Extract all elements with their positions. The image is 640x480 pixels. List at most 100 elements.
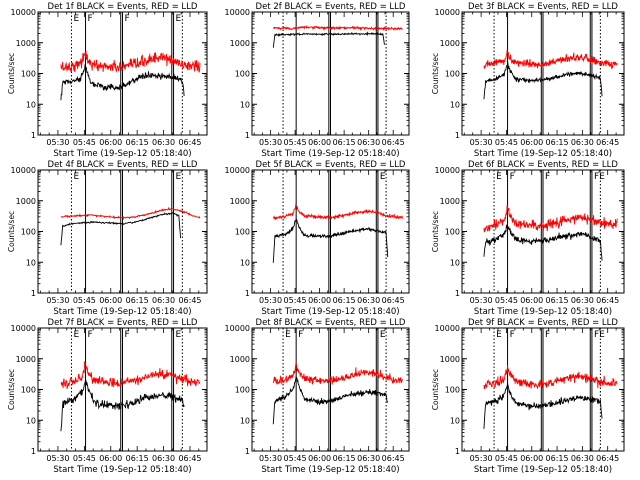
chart-panel-5: Det 5f BLACK = Events, RED = LLD 1 10 100 10… [225, 160, 410, 317]
y-tick-label: 1 [245, 131, 250, 140]
event-marker-label: F [125, 14, 130, 24]
y-axis-label: Counts/sec [431, 53, 440, 94]
chart-panel-2: Det 2f BLACK = Events, RED = LLD 1 10 100 10… [225, 2, 410, 159]
x-tick-label: 06:30 [357, 454, 380, 463]
x-tick-label: 05:30 [470, 454, 493, 463]
y-tick-label: 100 [21, 70, 36, 79]
series-events-line [272, 217, 389, 263]
x-tick-label: 06:45 [382, 454, 405, 463]
x-tick-label: 05:45 [284, 454, 307, 463]
y-tick-label: 1 [245, 447, 250, 456]
chart-title: Det 9f BLACK = Events, RED = LLD [468, 318, 618, 328]
y-tick-label: 10000 [11, 166, 36, 175]
x-axis-label: Start Time (19-Sep-12 05:18:40) [474, 307, 612, 317]
chart-panel-1: Det 1f BLACK = Events, RED = LLD 1 10 100 10… [7, 2, 208, 159]
x-tick-label: 06:00 [99, 296, 122, 305]
event-marker-label: E [73, 14, 79, 24]
x-tick-label: 06:45 [178, 296, 201, 305]
y-tick-label: 10000 [435, 166, 460, 175]
y-tick-label: 1000 [230, 197, 250, 206]
series-events-line [272, 376, 389, 425]
y-tick-label: 1 [245, 289, 250, 298]
x-tick-label: 06:30 [152, 138, 175, 147]
chart-title: Det 3f BLACK = Events, RED = LLD [468, 2, 618, 12]
series-events-line [60, 64, 185, 101]
x-tick-label: 05:30 [46, 138, 69, 147]
y-tick-label: 1 [455, 131, 460, 140]
y-tick-label: 10 [450, 100, 460, 109]
x-tick-label: 05:30 [46, 296, 69, 305]
x-axis-label: Start Time (19-Sep-12 05:18:40) [474, 465, 612, 475]
chart-title: Det 4f BLACK = Events, RED = LLD [48, 160, 198, 170]
x-tick-label: 06:30 [571, 296, 594, 305]
y-tick-label: 10000 [225, 166, 250, 175]
y-tick-label: 10 [240, 258, 250, 267]
y-tick-label: 1000 [16, 355, 36, 364]
y-tick-label: 1 [31, 447, 36, 456]
series-events-line [483, 223, 603, 261]
chart-panel-6: Det 6f BLACK = Events, RED = LLD 1 10 100 10… [431, 160, 625, 317]
event-marker-label: E [496, 330, 502, 340]
x-tick-label: 05:45 [495, 296, 518, 305]
x-tick-label: 06:15 [126, 454, 149, 463]
y-tick-label: 10 [240, 416, 250, 425]
x-tick-label: 06:45 [596, 138, 619, 147]
y-tick-label: 10 [26, 100, 36, 109]
chart-panel-8: Det 8f BLACK = Events, RED = LLD 1 10 100 10… [225, 318, 410, 475]
x-tick-label: 06:45 [596, 296, 619, 305]
y-axis-label: Counts/sec [7, 369, 16, 410]
x-axis-label: Start Time (19-Sep-12 05:18:40) [261, 465, 399, 475]
chart-panel-4: Det 4f BLACK = Events, RED = LLD 1 10 100 10… [7, 160, 208, 317]
x-tick-label: 05:30 [470, 296, 493, 305]
x-tick-label: 06:30 [152, 296, 175, 305]
x-tick-label: 05:45 [73, 296, 96, 305]
chart-panel-9: Det 9f BLACK = Events, RED = LLD 1 10 100 10… [431, 318, 625, 475]
y-tick-label: 10 [450, 416, 460, 425]
x-tick-label: 06:15 [333, 138, 356, 147]
chart-panel-7: Det 7f BLACK = Events, RED = LLD 1 10 100 10… [7, 318, 208, 475]
y-tick-label: 10 [26, 416, 36, 425]
series-lld-line [60, 50, 201, 74]
x-tick-label: 06:15 [546, 454, 569, 463]
x-axis-label: Start Time (19-Sep-12 05:18:40) [474, 149, 612, 159]
x-tick-label: 05:45 [73, 138, 96, 147]
x-tick-label: 06:15 [546, 138, 569, 147]
series-lld-line [483, 205, 618, 233]
event-marker-label: FE [594, 172, 605, 182]
y-tick-label: 1 [31, 131, 36, 140]
event-marker-label: F [510, 330, 515, 340]
x-tick-label: 05:45 [284, 296, 307, 305]
y-tick-label: 10 [26, 258, 36, 267]
x-tick-label: 06:45 [382, 296, 405, 305]
series-lld-line [272, 362, 403, 385]
x-tick-label: 06:30 [571, 454, 594, 463]
y-tick-label: 100 [445, 386, 460, 395]
x-tick-label: 06:15 [126, 138, 149, 147]
y-tick-label: 10 [240, 100, 250, 109]
series-lld-line [483, 49, 618, 70]
x-tick-label: 06:45 [382, 138, 405, 147]
x-tick-label: 06:45 [178, 454, 201, 463]
series-lld-line [60, 361, 201, 390]
event-marker-label: F [88, 330, 93, 340]
series-events-line [272, 31, 385, 48]
series-events-line [483, 62, 603, 100]
y-tick-label: 100 [445, 70, 460, 79]
x-tick-label: 06:15 [546, 296, 569, 305]
event-marker-label: E [176, 172, 182, 182]
y-axis-label: Counts/sec [7, 53, 16, 94]
chart-title: Det 8f BLACK = Events, RED = LLD [256, 318, 406, 328]
x-tick-label: 05:45 [495, 138, 518, 147]
x-axis-label: Start Time (19-Sep-12 05:18:40) [261, 149, 399, 159]
x-tick-label: 05:30 [259, 138, 282, 147]
event-marker-label: E [380, 330, 386, 340]
y-tick-label: 1000 [230, 39, 250, 48]
y-tick-label: 100 [21, 228, 36, 237]
y-axis-label: Counts/sec [431, 211, 440, 252]
y-tick-label: 100 [235, 386, 250, 395]
y-tick-label: 1000 [16, 39, 36, 48]
y-tick-label: 10000 [11, 324, 36, 333]
y-tick-label: 1000 [230, 355, 250, 364]
event-marker-label: F [510, 172, 515, 182]
x-tick-label: 05:45 [284, 138, 307, 147]
